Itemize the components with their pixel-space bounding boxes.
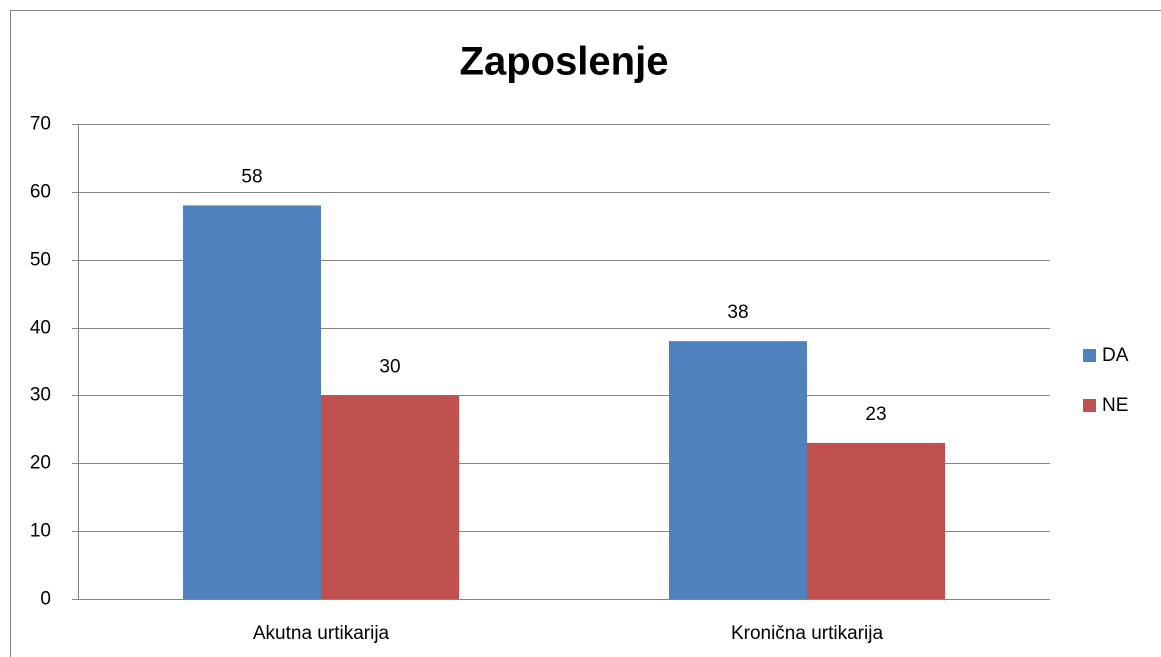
x-tick-label: Kronična urtikarija bbox=[731, 623, 883, 644]
y-tick-label: 40 bbox=[30, 318, 51, 339]
x-tick-label: Akutna urtikarija bbox=[253, 623, 390, 644]
chart-title: Zaposlenje bbox=[460, 40, 669, 84]
y-tick-label: 50 bbox=[30, 250, 51, 271]
legend-label: NE bbox=[1102, 395, 1128, 416]
y-tick-label: 20 bbox=[30, 453, 51, 474]
legend-swatch bbox=[1083, 399, 1096, 412]
bar bbox=[807, 442, 945, 599]
bar bbox=[183, 205, 321, 599]
y-tick-label: 10 bbox=[30, 521, 51, 542]
legend-swatch bbox=[1083, 349, 1096, 362]
y-tick-label: 30 bbox=[30, 385, 51, 406]
y-tick-label: 60 bbox=[30, 182, 51, 203]
bar bbox=[669, 341, 807, 599]
legend-label: DA bbox=[1102, 345, 1129, 366]
y-tick-label: 70 bbox=[30, 114, 51, 135]
data-label: 58 bbox=[241, 166, 262, 187]
data-label: 38 bbox=[727, 302, 748, 323]
y-tick-label: 0 bbox=[40, 589, 51, 610]
bar bbox=[321, 395, 459, 599]
data-label: 30 bbox=[379, 356, 400, 377]
data-label: 23 bbox=[865, 404, 886, 425]
